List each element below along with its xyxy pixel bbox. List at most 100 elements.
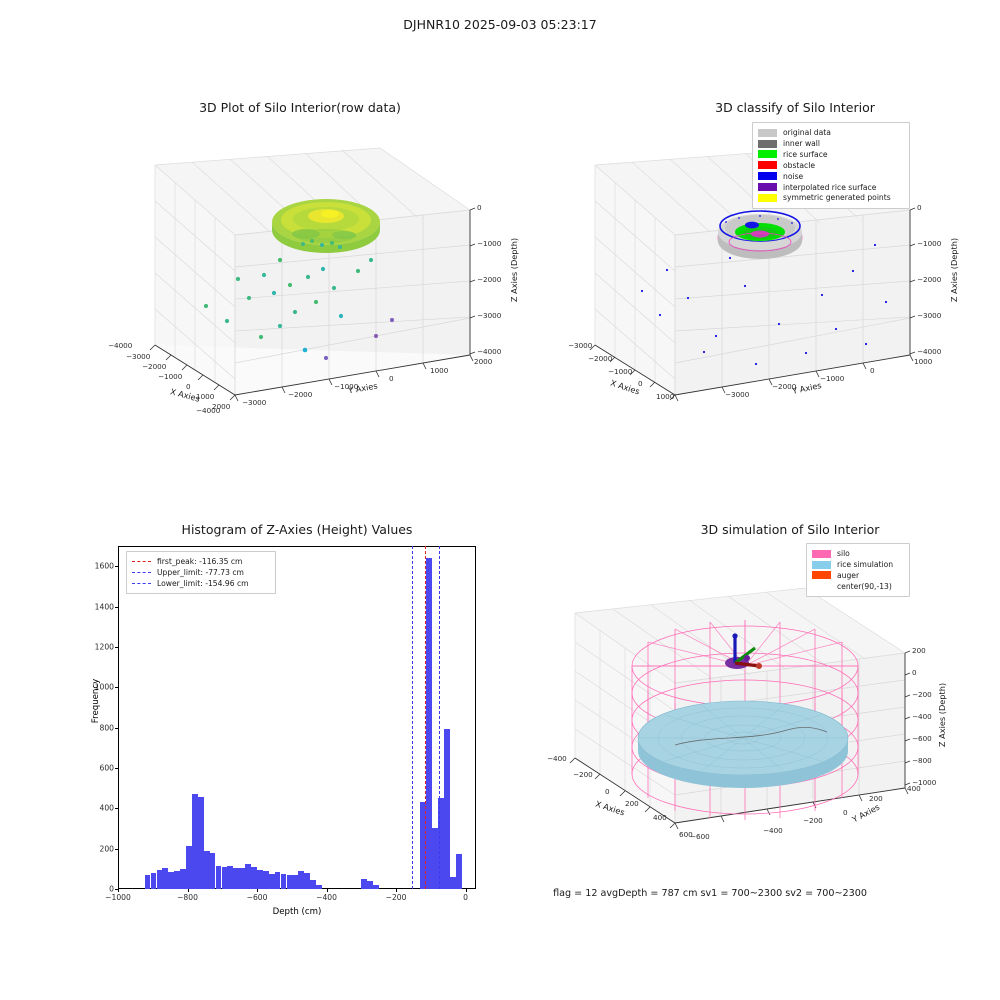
classify3d-ytick-3: −2000 xyxy=(772,382,797,391)
legend-label: rice surface xyxy=(783,149,828,159)
auger-swatch xyxy=(812,571,831,580)
raw3d-ytick-1: 1000 xyxy=(430,366,449,375)
classify3d-ztick-4: −4000 xyxy=(917,347,942,356)
classify3d-zaxis-label: Z Axies (Depth) xyxy=(949,237,960,303)
histogram-x-tick-mark xyxy=(187,889,189,893)
histogram-bar xyxy=(215,866,222,889)
classify3d-silo-cluster xyxy=(717,210,803,259)
sim3d-ytick-3: −200 xyxy=(803,816,823,825)
sim3d-center-marker xyxy=(725,633,762,669)
histogram-x-tick-label: −400 xyxy=(316,893,337,902)
histogram-bar xyxy=(209,853,216,889)
histogram-bar xyxy=(361,879,367,889)
legend-item-first-peak: first_peak: -116.35 cm xyxy=(132,556,270,567)
raw3d-zaxis-label: Z Axies (Depth) xyxy=(509,237,520,303)
sim3d-xtick-0: −400 xyxy=(547,754,567,763)
histogram-x-tick-mark xyxy=(118,889,119,893)
histogram-bar xyxy=(257,869,263,889)
legend-label: auger xyxy=(837,570,860,580)
raw3d-ztick-1: −1000 xyxy=(477,239,502,248)
legend-item-interpolated-rice-surface: interpolated rice surface xyxy=(758,182,904,193)
classify3d-ytick-2: −1000 xyxy=(820,374,845,383)
histogram-y-tick-label: 1200 xyxy=(94,642,114,652)
histogram-x-tick-mark xyxy=(465,889,467,893)
histogram-y-tick-mark xyxy=(114,848,118,850)
histogram-bar xyxy=(444,728,450,889)
rice-simulation-swatch xyxy=(812,560,831,569)
histogram-y-tick-label: 800 xyxy=(99,723,115,733)
classify3d-legend: original data inner wall rice surface ob… xyxy=(752,122,910,209)
status-line: flag = 12 avgDepth = 787 cm sv1 = 700~23… xyxy=(553,888,867,899)
raw3d-scatter-points xyxy=(203,257,395,361)
histogram-bar xyxy=(274,872,281,889)
histogram-bar xyxy=(420,802,427,889)
legend-label: silo xyxy=(837,549,850,559)
histogram-y-tick-label: 1000 xyxy=(94,682,114,692)
histogram-x-tick-label: 0 xyxy=(463,893,468,902)
histogram-bar xyxy=(304,873,310,889)
raw3d-ytick-3: −1000 xyxy=(334,382,359,391)
threshold-line-first-peak xyxy=(425,546,427,889)
histogram-plot-frame xyxy=(118,546,476,889)
histogram-bar xyxy=(298,871,305,889)
classify3d-ytick-0: 1000 xyxy=(914,357,933,366)
histogram-y-tick-label: 0 xyxy=(109,884,114,894)
sim3d-axes[interactable]: −400 −200 0 200 400 600 X Axies 400 200 … xyxy=(547,558,947,878)
histogram-x-tick-label: −200 xyxy=(385,893,407,902)
histogram-bar xyxy=(156,870,163,889)
sim3d-ytick-0: 400 xyxy=(907,784,921,793)
legend-label: original data xyxy=(783,128,831,138)
histogram-y-tick-mark xyxy=(114,606,118,608)
histogram-x-tick-label: −800 xyxy=(177,893,198,902)
raw3d-ztick-4: −4000 xyxy=(477,347,502,356)
classify3d-axes[interactable]: −3000 −2000 −1000 0 1000 X Axies 1000 0 … xyxy=(568,140,959,460)
raw3d-ztick-0: 0 xyxy=(477,203,482,212)
legend-label: noise xyxy=(783,171,804,181)
histogram-y-tick-mark xyxy=(114,767,118,769)
histogram-axes[interactable]: 0 200 400 600 800 1000 1200 1400 1600 −1000 −800 −… xyxy=(91,546,476,917)
histogram-bar xyxy=(455,853,462,889)
histogram-bar xyxy=(280,874,287,889)
histogram-bar xyxy=(262,871,269,889)
sim3d-ytick-5: −600 xyxy=(690,832,710,841)
sim3d-ytick-1: 200 xyxy=(869,794,883,803)
histogram-bar xyxy=(192,793,198,889)
histogram-bar xyxy=(180,869,186,889)
raw3d-axes[interactable]: −4000 −3000 −2000 −1000 0 1000 2000 X Ax… xyxy=(108,140,519,460)
histogram-bar xyxy=(316,885,322,889)
legend-item-center: center(90,-13) xyxy=(812,581,904,592)
classify3d-ytick-4: −3000 xyxy=(725,390,750,399)
histogram-panel-title: Histogram of Z-Axies (Height) Values xyxy=(181,522,413,537)
legend-item-auger: auger xyxy=(812,570,904,581)
histogram-bar xyxy=(197,796,204,889)
symmetric-generated-points-swatch xyxy=(758,193,777,202)
sim3d-ytick-2: 0 xyxy=(843,808,848,817)
sim3d-ztick-3: −400 xyxy=(912,712,932,721)
histogram-y-tick-label: 400 xyxy=(99,803,115,813)
raw3d-ytick-4: −2000 xyxy=(288,390,313,399)
raw3d-xtick-1: −3000 xyxy=(126,352,151,361)
histogram-x-tick-mark xyxy=(326,889,328,893)
histogram-y-tick-mark xyxy=(114,687,118,689)
upper-limit-line-swatch xyxy=(132,572,151,574)
histogram-bar xyxy=(286,874,293,889)
threshold-line-lower-limit xyxy=(411,546,413,889)
sim3d-zaxis-label: Z Axies (Depth) xyxy=(937,682,948,748)
histogram-bars xyxy=(118,546,476,889)
histogram-bar xyxy=(432,828,438,889)
classify3d-ztick-2: −2000 xyxy=(917,275,942,284)
legend-label: Lower_limit: -154.96 cm xyxy=(157,578,249,588)
sim3d-xtick-1: −200 xyxy=(573,770,593,779)
histogram-y-tick-mark xyxy=(114,646,118,648)
legend-label: center(90,-13) xyxy=(837,581,892,591)
sim3d-legend: silo rice simulation auger center(90,-13… xyxy=(806,543,910,597)
raw3d-ytick-5: −3000 xyxy=(242,398,267,407)
raw3d-xtick-5: 1000 xyxy=(196,392,215,401)
lower-limit-line-swatch xyxy=(132,582,151,584)
first-peak-line-swatch xyxy=(132,561,151,563)
legend-item-symmetric-generated-points: symmetric generated points xyxy=(758,193,904,204)
histogram-y-tick-label: 1600 xyxy=(94,561,114,571)
histogram-bar xyxy=(292,874,299,889)
classify3d-xtick-3: 0 xyxy=(638,379,643,388)
raw3d-ztick-3: −3000 xyxy=(477,311,502,320)
